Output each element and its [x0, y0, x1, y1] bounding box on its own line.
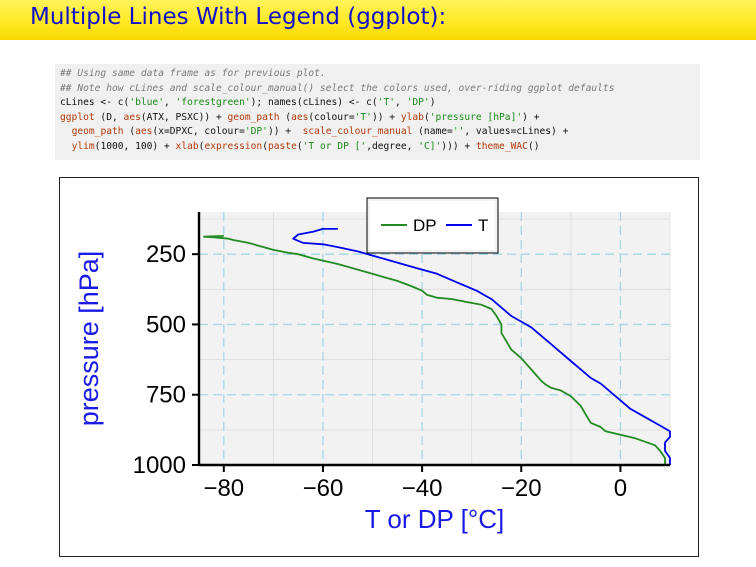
code-token: )) +: [267, 126, 303, 138]
x-tick-label: −60: [303, 475, 344, 502]
code-token: 'T or DP [': [302, 141, 367, 152]
x-tick-label: −80: [203, 475, 244, 502]
code-token: [60, 126, 72, 137]
code-token: (: [198, 141, 205, 152]
y-tick-label: 750: [146, 382, 186, 409]
code-token: (1000, 100) +: [94, 141, 176, 152]
code-token: theme_WAC: [475, 141, 528, 152]
series-line-dp: [203, 235, 666, 465]
code-token: 'T': [354, 111, 372, 123]
slide-header: Multiple Lines With Legend (ggplot):: [0, 0, 756, 40]
code-token: (): [527, 141, 540, 152]
code-token: (: [262, 141, 268, 152]
code-token: (ATX, PSXC)) +: [140, 111, 228, 123]
code-token: (name=: [412, 126, 453, 138]
code-token: aes: [291, 111, 309, 123]
x-axis-title: T or DP [°C]: [365, 504, 504, 534]
code-token: ): [429, 97, 436, 109]
code-token: ,: [163, 97, 176, 109]
code-token: [60, 141, 72, 152]
y-tick-label: 250: [146, 241, 186, 268]
code-token: ))) +: [441, 141, 476, 152]
code-token: ylab: [400, 111, 424, 123]
code-line: ## Using same data frame as for previous…: [60, 68, 326, 79]
code-token: )) +: [371, 111, 401, 123]
code-token: (: [423, 111, 430, 123]
code-token: 'pressure [hPa]': [429, 111, 523, 123]
code-line: ## Note how cLines and scale_colour_manu…: [60, 83, 615, 94]
code-token: 'T': [377, 97, 396, 109]
code-token: ggplot: [60, 111, 95, 123]
x-tick-label: 0: [614, 475, 627, 502]
y-tick-label: 500: [146, 311, 186, 338]
code-token: ,degree,: [366, 141, 419, 152]
code-token: ## Using same data frame as for previous…: [60, 68, 326, 79]
legend-label-dp: DP: [413, 216, 437, 235]
code-token: aes: [123, 111, 141, 123]
code-line: ylim(1000, 100) + xlab(expression(paste(…: [60, 141, 540, 152]
plot-frame: −80 −60 −40 −20 0 250 500 750 1000 T or DP [°C] pr…: [59, 177, 699, 557]
legend-label-t: T: [478, 216, 488, 235]
code-token: (: [296, 141, 303, 152]
code-token: (x=DPXC, colour=: [152, 126, 245, 138]
code-token: expression: [204, 141, 263, 152]
code-line: ggplot (D, aes(ATX, PSXC)) + geom_path (…: [60, 112, 539, 123]
code-token: 'DP': [406, 97, 430, 109]
code-token: cLines <- c(: [60, 97, 130, 109]
code-token: geom_path: [71, 126, 124, 138]
x-tick-label: −20: [501, 475, 542, 502]
code-token: (colour=: [308, 111, 355, 123]
code-token: '': [452, 126, 465, 138]
slide-title: Multiple Lines With Legend (ggplot):: [30, 4, 447, 30]
code-token: ) +: [522, 111, 540, 123]
code-token: aes: [135, 126, 153, 138]
y-axis-title: pressure [hPa]: [74, 251, 104, 427]
y-tick-label: 1000: [133, 452, 186, 479]
code-token: (D,: [94, 111, 124, 123]
code-line: cLines <- c('blue', 'forestgreen'); name…: [60, 97, 435, 108]
code-token: scale_colour_manual: [302, 126, 413, 138]
code-token: , values=cLines) +: [464, 126, 569, 138]
code-token: ,: [395, 97, 407, 109]
code-token: geom_path: [227, 111, 280, 123]
code-token: ylim: [71, 141, 95, 152]
code-token: (: [123, 126, 136, 138]
code-token: paste: [267, 141, 297, 152]
code-block: ## Using same data frame as for previous…: [55, 64, 700, 160]
x-tick-label: −40: [402, 475, 443, 502]
series-line-t: [292, 228, 671, 465]
code-token: (: [279, 111, 292, 123]
code-token: xlab: [175, 141, 199, 152]
code-token: 'forestgreen': [175, 97, 251, 109]
code-token: 'DP': [244, 126, 268, 138]
code-token: ## Note how cLines and scale_colour_manu…: [60, 82, 615, 94]
code-token: 'C]': [418, 141, 442, 152]
line-chart: −80 −60 −40 −20 0 250 500 750 1000 T or DP [°C] pr…: [74, 197, 671, 534]
code-line: geom_path (aes(x=DPXC, colour='DP')) + s…: [60, 126, 569, 138]
code-token: 'blue': [129, 97, 164, 109]
code-token: ); names(cLines) <- c(: [250, 97, 378, 109]
